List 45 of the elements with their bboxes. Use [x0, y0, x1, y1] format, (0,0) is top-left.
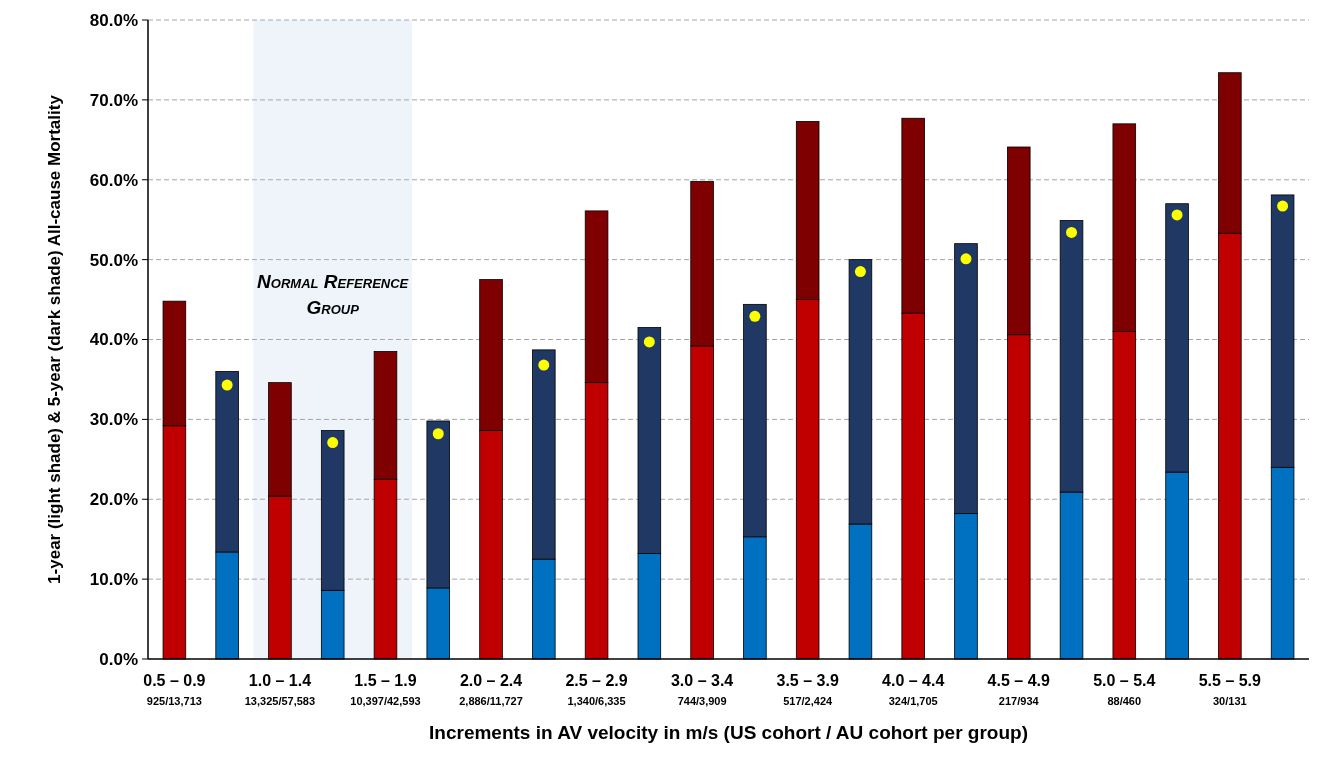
text: 13,325/57,583 — [244, 695, 316, 707]
x-tick-label: 2.0 – 2.4 — [459, 672, 523, 689]
text: 10,397/42,593 — [350, 695, 421, 707]
band-label: Normal Reference Group — [257, 270, 409, 318]
point — [1277, 200, 1289, 212]
point — [432, 428, 444, 440]
point — [1171, 209, 1183, 221]
x-tick-label: 4.0 – 4.4 — [882, 672, 945, 689]
y-tick-label: 70.0% — [89, 90, 138, 110]
x-tick-label: 5.0 – 5.4 — [1093, 672, 1156, 689]
x-tick-label: 3.0 – 3.4 — [670, 672, 734, 689]
point — [1066, 226, 1078, 238]
text: 30/131 — [1213, 695, 1247, 707]
y-tick-label: 40.0% — [89, 330, 138, 350]
y-tick-label: 50.0% — [89, 250, 138, 270]
y-tick-label: 80.0% — [89, 10, 138, 30]
text: 925/13,713 — [146, 695, 202, 707]
point — [643, 336, 655, 348]
text: 517/2,424 — [783, 695, 834, 707]
text: 2,886/11,727 — [459, 695, 523, 707]
x-tick-label: 1.0 – 1.4 — [248, 672, 312, 689]
text: 217/934 — [998, 695, 1040, 707]
x-tick-label: 1.5 – 1.9 — [354, 672, 417, 689]
x-tick-label: 2.5 – 2.9 — [565, 672, 628, 689]
point — [538, 359, 550, 371]
x-axis-title: Increments in AV velocity in m/s (US cohort / AU cohort per group) — [429, 722, 1028, 743]
point — [749, 310, 761, 322]
y-tick-label: 0.0% — [99, 649, 138, 669]
y-axis-title: 1-year (light shade) & 5-year (dark shade) All-cause Mortality — [45, 94, 64, 584]
x-tick-label: 0.5 – 0.9 — [143, 672, 206, 689]
text: 88/460 — [1107, 695, 1142, 707]
y-tick-label: 20.0% — [89, 490, 138, 510]
text: 1,340/6,335 — [567, 695, 626, 707]
x-tick-label: 5.5 – 5.9 — [1198, 672, 1262, 689]
point — [327, 437, 339, 449]
text: 744/3,909 — [677, 695, 727, 707]
y-tick-label: 30.0% — [89, 410, 138, 430]
point — [854, 266, 866, 278]
x-tick-label: 3.5 – 3.9 — [776, 672, 839, 689]
x-tick-label: 4.5 – 4.9 — [987, 672, 1050, 689]
y-tick-label: 60.0% — [89, 170, 138, 190]
text: 324/1,705 — [888, 695, 938, 707]
point — [221, 379, 233, 391]
y-tick-label: 10.0% — [89, 570, 138, 590]
point — [960, 253, 972, 265]
